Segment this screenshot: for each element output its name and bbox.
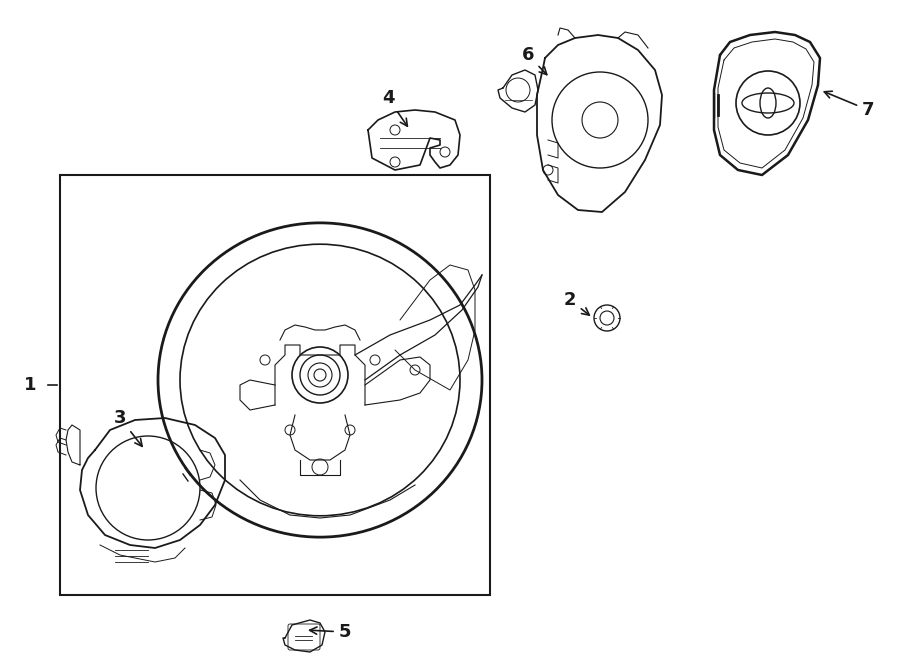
- Text: 5: 5: [310, 623, 351, 641]
- Text: 4: 4: [382, 89, 408, 126]
- Text: 2: 2: [563, 291, 590, 315]
- Text: 3: 3: [113, 409, 142, 446]
- Text: 1: 1: [23, 376, 36, 394]
- Bar: [60, 175, 490, 595]
- Text: 6: 6: [522, 46, 547, 75]
- Text: 7: 7: [824, 91, 875, 119]
